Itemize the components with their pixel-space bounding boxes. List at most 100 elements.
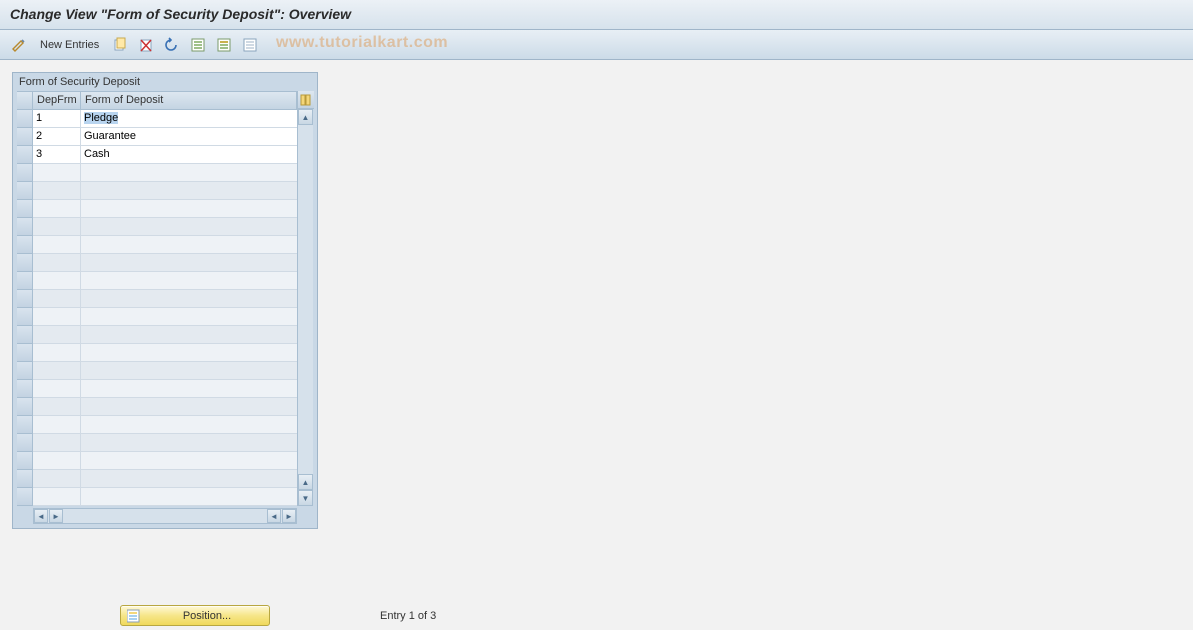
scroll-left-small-button[interactable]: ◄ [267, 509, 281, 523]
scroll-left-button[interactable]: ◄ [34, 509, 48, 523]
scroll-down-small-button[interactable]: ▲ [298, 474, 313, 490]
cell-depfrm-empty[interactable] [33, 416, 81, 434]
row-selector[interactable] [17, 272, 33, 290]
row-selector[interactable] [17, 290, 33, 308]
cell-depfrm-empty[interactable] [33, 326, 81, 344]
row-selector[interactable] [17, 164, 33, 182]
cell-depfrm[interactable]: 3 [33, 146, 81, 164]
vertical-scrollbar: ▲ ▲ ▼ [297, 91, 313, 506]
header-selector-cell[interactable] [17, 92, 33, 110]
security-deposit-panel: Form of Security Deposit DepFrm Form of … [12, 72, 318, 529]
row-selector[interactable] [17, 362, 33, 380]
cell-depfrm-empty[interactable] [33, 254, 81, 272]
table-row-empty [17, 344, 297, 362]
row-selector[interactable] [17, 200, 33, 218]
cell-form[interactable]: Pledge [81, 110, 297, 128]
vertical-scroll-track[interactable] [298, 125, 313, 474]
cell-form-empty[interactable] [81, 326, 297, 344]
cell-form-empty[interactable] [81, 254, 297, 272]
row-selector[interactable] [17, 452, 33, 470]
scroll-up-button[interactable]: ▲ [298, 109, 313, 125]
row-selector[interactable] [17, 146, 33, 164]
cell-depfrm-empty[interactable] [33, 290, 81, 308]
cell-depfrm-empty[interactable] [33, 236, 81, 254]
cell-depfrm-empty[interactable] [33, 398, 81, 416]
toggle-change-icon[interactable] [8, 34, 30, 56]
cell-form-empty[interactable] [81, 452, 297, 470]
row-selector[interactable] [17, 218, 33, 236]
delete-icon[interactable] [135, 34, 157, 56]
row-selector[interactable] [17, 380, 33, 398]
toolbar: New Entries www.tutorialkart.com [0, 30, 1193, 60]
scroll-right-button[interactable]: ► [282, 509, 296, 523]
row-selector[interactable] [17, 236, 33, 254]
cell-form-empty[interactable] [81, 308, 297, 326]
configure-columns-icon[interactable] [298, 91, 314, 109]
cell-depfrm-empty[interactable] [33, 308, 81, 326]
cell-depfrm-empty[interactable] [33, 200, 81, 218]
row-selector[interactable] [17, 416, 33, 434]
copy-as-icon[interactable] [109, 34, 131, 56]
cell-depfrm-empty[interactable] [33, 218, 81, 236]
title-bar: Change View "Form of Security Deposit": … [0, 0, 1193, 30]
cell-form-empty[interactable] [81, 164, 297, 182]
cell-depfrm-empty[interactable] [33, 344, 81, 362]
cell-form-empty[interactable] [81, 236, 297, 254]
deselect-all-icon[interactable] [239, 34, 261, 56]
cell-depfrm-empty[interactable] [33, 452, 81, 470]
row-selector[interactable] [17, 182, 33, 200]
row-selector[interactable] [17, 470, 33, 488]
cell-form-empty[interactable] [81, 416, 297, 434]
cell-form[interactable]: Cash [81, 146, 297, 164]
table-row-empty [17, 470, 297, 488]
row-selector[interactable] [17, 398, 33, 416]
cell-depfrm-empty[interactable] [33, 488, 81, 506]
scroll-down-button[interactable]: ▼ [298, 490, 313, 506]
table-row-empty [17, 452, 297, 470]
cell-form-empty[interactable] [81, 398, 297, 416]
cell-form-empty[interactable] [81, 470, 297, 488]
table-row-empty [17, 380, 297, 398]
row-selector[interactable] [17, 344, 33, 362]
scroll-right-small-button[interactable]: ► [49, 509, 63, 523]
hscroll-spacer [17, 508, 33, 524]
cell-form-empty[interactable] [81, 488, 297, 506]
column-header-depfrm[interactable]: DepFrm [33, 92, 81, 110]
hscroll-end-spacer [297, 508, 313, 524]
row-selector[interactable] [17, 326, 33, 344]
cell-depfrm-empty[interactable] [33, 272, 81, 290]
position-button[interactable]: Position... [120, 605, 270, 626]
select-all-icon[interactable] [187, 34, 209, 56]
row-selector[interactable] [17, 254, 33, 272]
horizontal-scroll-track[interactable]: ◄ ► ◄ ► [33, 508, 297, 524]
undo-icon[interactable] [161, 34, 183, 56]
grid-body: DepFrm Form of Deposit 1Pledge2Guarantee… [17, 91, 297, 506]
cell-form-empty[interactable] [81, 272, 297, 290]
cell-form[interactable]: Guarantee [81, 128, 297, 146]
table-row-empty [17, 182, 297, 200]
row-selector[interactable] [17, 488, 33, 506]
cell-form-empty[interactable] [81, 182, 297, 200]
cell-depfrm-empty[interactable] [33, 470, 81, 488]
cell-depfrm[interactable]: 2 [33, 128, 81, 146]
cell-form-empty[interactable] [81, 200, 297, 218]
cell-depfrm-empty[interactable] [33, 380, 81, 398]
row-selector[interactable] [17, 128, 33, 146]
cell-form-empty[interactable] [81, 290, 297, 308]
column-header-form[interactable]: Form of Deposit [81, 92, 297, 110]
row-selector[interactable] [17, 308, 33, 326]
select-block-icon[interactable] [213, 34, 235, 56]
cell-depfrm-empty[interactable] [33, 182, 81, 200]
cell-form-empty[interactable] [81, 380, 297, 398]
row-selector[interactable] [17, 110, 33, 128]
cell-form-empty[interactable] [81, 344, 297, 362]
row-selector[interactable] [17, 434, 33, 452]
cell-depfrm-empty[interactable] [33, 164, 81, 182]
cell-form-empty[interactable] [81, 434, 297, 452]
cell-depfrm-empty[interactable] [33, 362, 81, 380]
cell-form-empty[interactable] [81, 218, 297, 236]
cell-depfrm[interactable]: 1 [33, 110, 81, 128]
cell-form-empty[interactable] [81, 362, 297, 380]
cell-depfrm-empty[interactable] [33, 434, 81, 452]
new-entries-button[interactable]: New Entries [34, 34, 105, 56]
